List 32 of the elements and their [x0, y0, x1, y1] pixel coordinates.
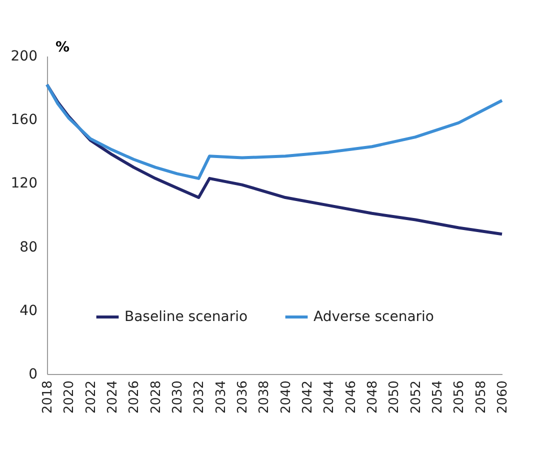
x-tick-label: 2056 [452, 380, 468, 414]
x-tick-label: 2044 [322, 380, 338, 414]
x-tick-label: 2060 [496, 380, 510, 414]
x-tick-label: 2058 [474, 380, 489, 414]
y-tick-label: 40 [20, 302, 38, 319]
x-tick-label: 2042 [300, 380, 316, 414]
x-tick-label: 2052 [408, 380, 424, 414]
x-tick-label: 2034 [214, 380, 229, 414]
x-tick-label: 2054 [430, 380, 446, 414]
x-tick-label: 2050 [387, 380, 402, 414]
x-tick-label: 2048 [366, 380, 380, 414]
legend-label: Baseline scenario [124, 309, 248, 325]
x-tick-label: 2038 [257, 380, 272, 414]
x-tick-label: 2018 [40, 380, 56, 414]
line-series [46, 83, 504, 180]
legend-label: Adverse scenario [314, 309, 434, 325]
x-tick-label: 2030 [170, 380, 186, 414]
y-tick-label: 160 [10, 112, 38, 128]
x-tick-label: 2028 [148, 380, 164, 414]
x-tick-label: 2024 [106, 380, 120, 414]
x-tick-label: 2046 [344, 380, 359, 414]
x-tick-label: 2020 [62, 380, 78, 414]
y-axis-title: % [56, 40, 70, 56]
x-tick-label: 2036 [236, 380, 250, 414]
y-tick-label: 80 [20, 239, 38, 256]
x-tick-label: 2040 [278, 380, 294, 414]
y-tick-label: 120 [10, 176, 38, 192]
x-tick-label: 2026 [127, 380, 142, 414]
x-tick-label: 2022 [84, 380, 99, 414]
y-tick-label: 200 [10, 48, 38, 64]
x-tick-label: 2032 [192, 380, 208, 414]
y-tick-label: 0 [28, 366, 38, 382]
